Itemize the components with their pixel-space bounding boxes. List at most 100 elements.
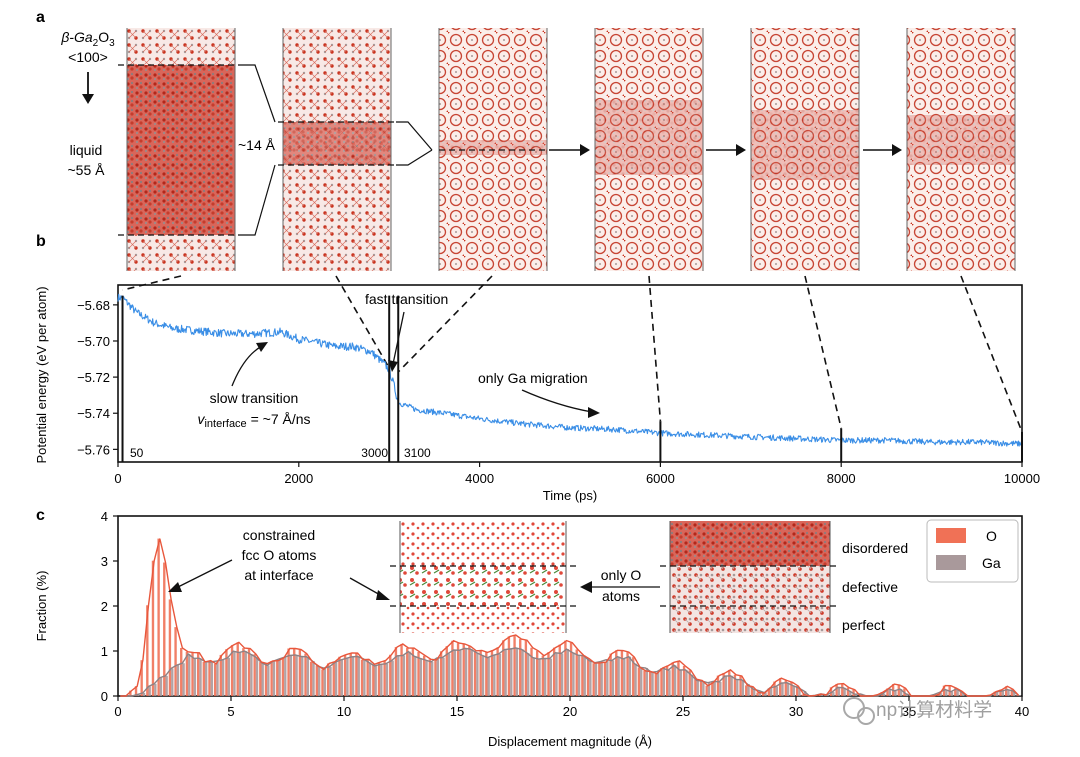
bar-o <box>711 682 714 696</box>
legend-label-o: O <box>986 528 997 544</box>
bar-ga <box>272 661 276 696</box>
bar-o <box>309 661 313 696</box>
bar-o <box>609 653 612 696</box>
bar-o <box>304 653 307 696</box>
legend-label-ga: Ga <box>982 555 1001 571</box>
bar-o <box>547 652 550 696</box>
bar-o <box>778 678 782 696</box>
bar-ga <box>380 664 383 696</box>
bar-ga <box>334 662 338 696</box>
x-tick-label: 2000 <box>284 471 313 486</box>
bar-o <box>456 643 460 696</box>
liquid-size-label: ~55 Å <box>68 162 106 178</box>
bar-o <box>264 663 268 696</box>
bar-o <box>428 659 432 696</box>
bar-o <box>168 599 172 696</box>
displacement-histogram <box>129 538 1021 696</box>
bar-ga <box>583 655 586 696</box>
bar-o <box>490 650 494 696</box>
legend: O Ga <box>926 519 1019 583</box>
x-tick-label: 4000 <box>465 471 494 486</box>
bar-ga <box>244 651 247 696</box>
y-tick-label: 2 <box>101 599 108 614</box>
snapshot-guide-3 <box>397 275 493 373</box>
bar-ga <box>182 663 185 696</box>
bar-o <box>671 662 674 696</box>
bar-ga <box>786 682 790 696</box>
bar-o <box>733 674 737 696</box>
panel-a-label: a <box>36 9 45 26</box>
bar-ga <box>606 659 609 696</box>
x-tick-label: 0 <box>114 704 121 719</box>
y-tick-label: −5.72 <box>77 370 110 385</box>
bar-ga <box>261 662 264 696</box>
energy-trace-noisy <box>117 293 1023 447</box>
bar-ga <box>227 657 230 696</box>
bar-ga <box>464 648 468 696</box>
bar-o <box>603 662 607 696</box>
bar-o <box>632 657 635 696</box>
panel-c-label: c <box>36 507 45 524</box>
bar-o <box>360 659 364 696</box>
y-tick-label: −5.68 <box>77 298 110 313</box>
constrained-label-line1: constrained <box>243 527 315 543</box>
bar-o <box>535 650 539 696</box>
bar-o <box>259 662 262 696</box>
bar-ga <box>284 657 287 696</box>
bar-o <box>270 660 273 696</box>
bar-o <box>954 688 957 696</box>
bar-ga <box>555 652 558 696</box>
bar-o <box>338 656 341 696</box>
bar-o <box>230 645 234 696</box>
bar-o <box>479 650 482 696</box>
bar-ga <box>199 658 202 696</box>
bar-o <box>739 675 742 696</box>
bar-o <box>654 673 658 696</box>
bar-ga <box>221 659 225 696</box>
bar-o <box>677 660 680 696</box>
bar-ga <box>165 675 168 696</box>
x-tick-label: 40 <box>1015 704 1029 719</box>
progress-arrow-head-icon <box>736 144 746 156</box>
x-axis-ticks: 0 5 10 15 20 25 30 35 40 <box>114 696 1029 719</box>
bar-o <box>801 694 804 696</box>
bar-ga <box>538 659 541 696</box>
slow-transition-label: slow transition <box>210 390 299 406</box>
ga-arrow-icon <box>521 389 593 413</box>
bar-ga <box>657 671 660 696</box>
fast-transition-label: fast transition <box>365 291 448 307</box>
bar-ga <box>233 651 236 696</box>
bar-o <box>355 653 358 696</box>
down-arrow-head-icon <box>82 94 94 104</box>
bar-o <box>643 670 646 696</box>
bar-ga <box>171 668 174 696</box>
constrained-label-line3: at interface <box>244 567 313 583</box>
bar-ga <box>154 683 157 696</box>
bar-ga <box>883 693 886 696</box>
bar-ga <box>645 667 649 696</box>
bar-ga <box>566 649 569 696</box>
bar-ga <box>295 654 298 696</box>
bar-ga <box>662 668 666 696</box>
bar-o <box>185 651 189 696</box>
bar-o <box>383 660 386 696</box>
bar-ga <box>425 659 428 696</box>
bar-ga <box>849 690 852 696</box>
bar-o <box>750 686 754 696</box>
bar-o <box>761 693 765 696</box>
bar-ga <box>148 686 151 696</box>
bar-o <box>473 650 477 696</box>
bar-o <box>281 657 285 696</box>
bar-ga <box>408 651 411 696</box>
zoom-connector-top <box>240 64 276 123</box>
bar-ga <box>634 663 637 696</box>
inset-o-atoms <box>390 521 576 633</box>
bar-ga <box>651 672 654 696</box>
bar-ga <box>487 657 490 696</box>
bar-ga <box>1012 691 1016 696</box>
bar-ga <box>956 688 959 696</box>
bar-o <box>213 663 217 696</box>
bar-o <box>784 680 787 696</box>
bar-o <box>846 687 850 696</box>
bar-o <box>569 642 573 696</box>
